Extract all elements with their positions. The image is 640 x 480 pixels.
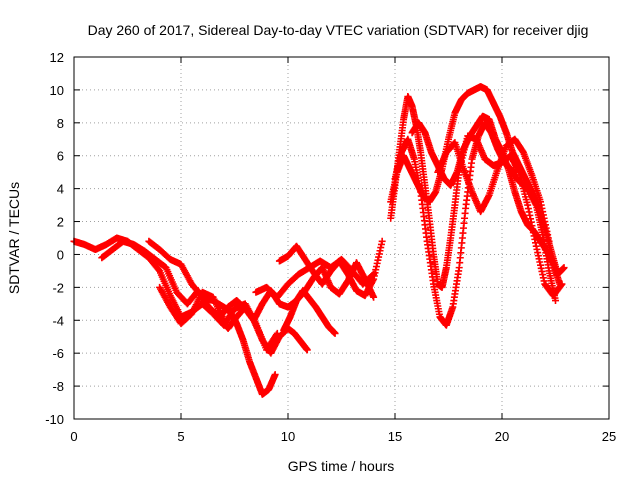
data-point [271, 371, 279, 379]
series-track-14 [434, 135, 553, 245]
y-tick-label: -6 [52, 346, 64, 361]
y-tick-label: 4 [57, 182, 64, 197]
data-point [220, 316, 228, 324]
y-tick-label: -4 [52, 313, 64, 328]
y-tick-label: 6 [57, 149, 64, 164]
data-point [303, 346, 311, 354]
data-point [560, 264, 568, 272]
y-tick-label: 12 [50, 50, 64, 65]
x-tick-label: 0 [70, 429, 77, 444]
y-axis-label: SDTVAR / TECUs [6, 182, 22, 294]
x-tick-label: 5 [177, 429, 184, 444]
chart-title: Day 260 of 2017, Sidereal Day-to-day VTE… [88, 22, 589, 38]
y-tick-label: 0 [57, 247, 64, 262]
series-track-9 [284, 325, 311, 354]
grid-lines [74, 57, 609, 419]
data-point [556, 280, 564, 288]
data-markers [70, 83, 568, 398]
x-tick-label: 25 [602, 429, 616, 444]
plot-frame [73, 56, 610, 420]
data-point [378, 237, 386, 245]
y-tick-label: 8 [57, 116, 64, 131]
x-tick-label: 10 [281, 429, 295, 444]
data-point [331, 329, 339, 337]
x-tick-label: 15 [388, 429, 402, 444]
y-tick-label: 2 [57, 215, 64, 230]
axis-ticks: -10 -8 -6 -4 -2 0 2 4 6 8 10 12 0 5 10 15 20 25 [45, 50, 616, 444]
series-track-12 [391, 119, 559, 329]
data-point [545, 237, 553, 245]
series-track-2 [98, 237, 292, 357]
series-track-8 [275, 237, 386, 300]
data-point [370, 293, 378, 301]
x-tick-label: 20 [495, 429, 509, 444]
y-tick-label: 10 [50, 83, 64, 98]
y-tick-label: -8 [52, 379, 64, 394]
x-axis-label: GPS time / hours [288, 458, 395, 474]
y-tick-label: -2 [52, 280, 64, 295]
series-track-4 [156, 283, 228, 328]
data-point [552, 297, 559, 305]
y-tick-label: -10 [45, 412, 64, 427]
